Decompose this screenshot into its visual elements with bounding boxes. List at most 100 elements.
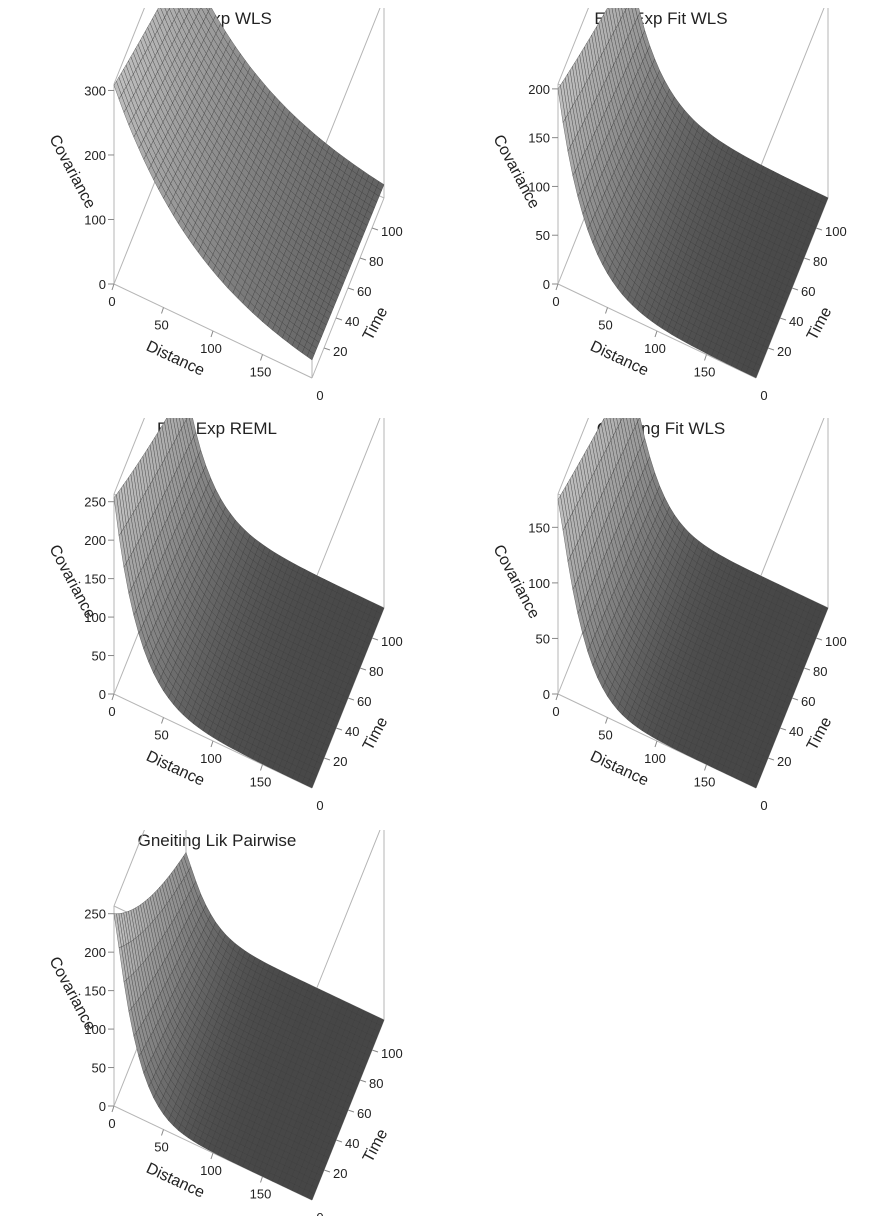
y-axis-label: Time [360,714,391,753]
y-tick-mark [780,728,786,730]
surface-plot-5: 050100150200250050100150204060801000Cova… [2,830,432,1216]
plot-group: 050100150200250050100150204060801000Cova… [45,418,402,813]
y-tick-label: 80 [813,254,827,269]
x-tick-label: 100 [200,341,222,356]
x-tick-label: 50 [154,318,168,333]
y-tick-mark [792,288,798,290]
y-tick-mark [336,318,342,320]
z-tick-label: 200 [528,82,550,97]
z-tick-label: 100 [528,576,550,591]
y-tick-mark [372,228,378,230]
y-tick-label: 40 [789,314,803,329]
surface-plot-2: 050100150200050100150204060801000Covaria… [446,8,876,408]
z-tick-label: 100 [84,212,106,227]
chart-panel-1: Exp_Exp WLS 0100200300050100150204060801… [2,8,432,408]
y-tick-mark [768,758,774,760]
y-tick-label: 80 [369,254,383,269]
x-tick-mark [556,694,558,700]
box-edge [312,418,384,588]
y-tick-mark [324,758,330,760]
y-axis-label: Time [804,714,835,753]
plot-group: 0100200300050100150204060801000Covarianc… [45,8,402,403]
box-edge [756,8,828,178]
x-axis-label: Distance [143,748,207,790]
y-tick-label: 40 [345,724,359,739]
z-tick-label: 200 [84,533,106,548]
x-tick-mark [261,765,263,771]
x-tick-mark [211,741,213,747]
surface-plot-4: 050100150050100150204060801000Covariance… [446,418,876,818]
y-tick-label: 0 [760,798,767,813]
x-tick-mark [655,331,657,337]
z-tick-label: 300 [84,83,106,98]
x-tick-mark [556,284,558,290]
y-axis-label: Time [804,304,835,343]
x-tick-label: 100 [644,751,666,766]
y-tick-label: 60 [801,284,815,299]
z-tick-label: 50 [536,631,550,646]
x-axis-label: Distance [587,338,651,380]
x-tick-mark [261,355,263,361]
y-tick-label: 60 [357,694,371,709]
y-tick-label: 60 [801,694,815,709]
y-tick-label: 20 [333,344,347,359]
y-tick-mark [792,698,798,700]
z-tick-label: 200 [84,148,106,163]
y-tick-label: 60 [357,284,371,299]
y-tick-label: 40 [789,724,803,739]
x-tick-label: 150 [250,365,272,380]
x-tick-mark [606,308,608,314]
y-tick-label: 100 [381,224,403,239]
plot-group: 050100150200250050100150204060801000Cova… [45,830,402,1216]
box-edge [756,418,828,588]
x-tick-label: 150 [694,365,716,380]
x-tick-label: 50 [154,728,168,743]
y-tick-label: 100 [825,224,847,239]
x-tick-label: 150 [250,775,272,790]
x-tick-label: 0 [552,704,559,719]
z-tick-label: 50 [536,228,550,243]
y-tick-mark [768,348,774,350]
y-axis-label: Time [360,304,391,343]
z-tick-label: 0 [543,277,550,292]
y-tick-label: 20 [777,754,791,769]
x-axis-label: Distance [143,338,207,380]
y-tick-mark [816,638,822,640]
y-tick-mark [816,228,822,230]
y-tick-mark [804,258,810,260]
x-tick-label: 150 [694,775,716,790]
x-tick-mark [655,741,657,747]
x-axis-label: Distance [587,748,651,790]
z-tick-label: 150 [84,572,106,587]
x-tick-mark [705,765,707,771]
y-tick-label: 100 [825,634,847,649]
x-tick-mark [606,718,608,724]
surface-plot-3: 050100150200250050100150204060801000Cova… [2,418,432,818]
y-tick-mark [348,698,354,700]
x-tick-mark [162,718,164,724]
x-tick-mark [162,308,164,314]
y-tick-label: 0 [316,388,323,403]
x-tick-mark [112,284,114,290]
y-tick-mark [324,348,330,350]
z-tick-label: 50 [92,649,106,664]
x-tick-mark [112,694,114,700]
y-tick-label: 80 [369,664,383,679]
y-tick-mark [372,638,378,640]
y-tick-label: 0 [760,388,767,403]
z-tick-label: 0 [99,687,106,702]
y-tick-mark [360,668,366,670]
x-tick-label: 50 [598,318,612,333]
x-tick-mark [705,355,707,361]
y-tick-label: 40 [345,314,359,329]
y-tick-label: 80 [813,664,827,679]
z-tick-label: 250 [84,495,106,510]
x-tick-label: 0 [108,704,115,719]
y-tick-label: 20 [777,344,791,359]
y-tick-mark [780,318,786,320]
x-tick-label: 50 [598,728,612,743]
z-tick-label: 150 [528,520,550,535]
